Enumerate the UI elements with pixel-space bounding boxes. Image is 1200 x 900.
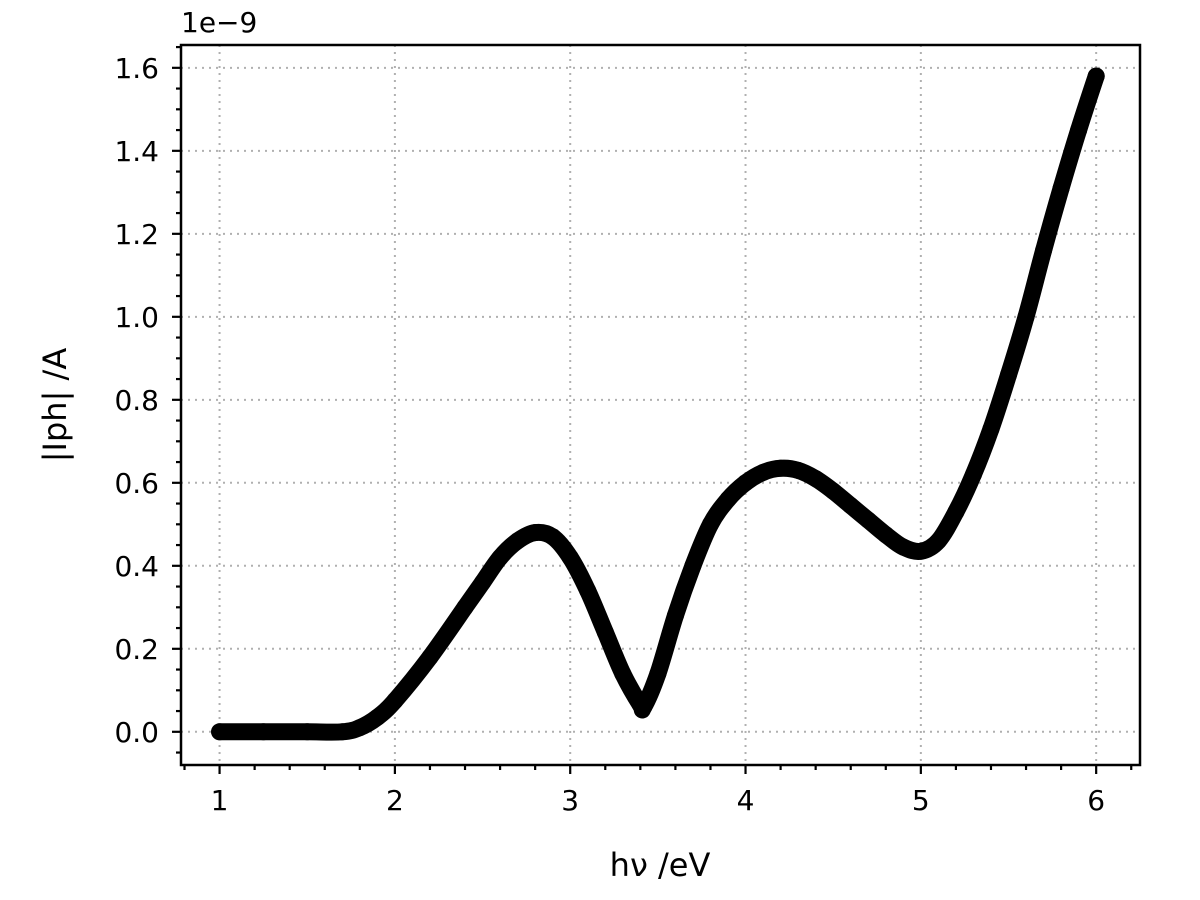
data-point-0-28 <box>789 461 807 479</box>
y-tick-label-8: 1.6 <box>114 52 159 85</box>
y-tick-label-7: 1.4 <box>114 135 159 168</box>
y-tick-label-2: 0.4 <box>114 550 159 583</box>
data-point-0-30 <box>824 482 842 500</box>
data-point-0-29 <box>807 470 825 488</box>
data-point-0-16 <box>596 623 614 641</box>
x-tick-label-3: 4 <box>737 784 755 817</box>
series-line-0 <box>211 67 1105 741</box>
data-point-0-0 <box>211 723 229 741</box>
data-point-0-42 <box>1035 241 1053 259</box>
data-point-0-36 <box>929 532 947 550</box>
data-point-0-8 <box>456 598 474 616</box>
data-point-0-19 <box>635 698 653 716</box>
data-point-0-22 <box>684 557 702 575</box>
data-point-0-38 <box>964 466 982 484</box>
data-point-0-12 <box>526 524 544 542</box>
data-point-0-24 <box>719 490 737 508</box>
y-tick-label-0: 0.0 <box>114 716 159 749</box>
data-point-0-21 <box>666 607 684 625</box>
ticks: 1 2 3 4 5 6 0.0 0.2 0.4 0.6 0.8 1.0 1.2 1.4 1.6 <box>114 45 1133 817</box>
y-tick-label-6: 1.2 <box>114 218 159 251</box>
data-point-0-1 <box>254 723 272 741</box>
data-point-0-15 <box>579 582 597 600</box>
x-tick-label-4: 5 <box>912 784 930 817</box>
grid <box>181 45 1140 765</box>
y-offset-text: 1e−9 <box>181 6 257 39</box>
data-point-0-33 <box>877 526 895 544</box>
y-tick-label-3: 0.6 <box>114 467 159 500</box>
data-point-0-41 <box>1017 308 1035 326</box>
data-point-0-14 <box>561 549 579 567</box>
data-point-0-34 <box>894 538 912 556</box>
data-point-0-45 <box>1087 67 1105 85</box>
data-point-0-37 <box>947 503 965 521</box>
data-series <box>211 67 1105 741</box>
data-point-0-3 <box>333 723 351 741</box>
y-axis-label: |Iph| /A <box>36 348 74 463</box>
data-point-0-7 <box>421 648 439 666</box>
data-point-0-44 <box>1070 121 1088 139</box>
data-point-0-26 <box>754 463 772 481</box>
data-point-0-2 <box>298 723 316 741</box>
x-tick-label-1: 2 <box>386 784 404 817</box>
x-axis-label: hν /eV <box>610 846 711 884</box>
x-tick-label-2: 3 <box>561 784 579 817</box>
data-point-0-11 <box>509 532 527 550</box>
data-point-0-31 <box>842 497 860 515</box>
plot-frame <box>179 43 1142 767</box>
data-point-0-27 <box>772 459 790 477</box>
data-point-0-25 <box>737 474 755 492</box>
x-tick-label-0: 1 <box>211 784 229 817</box>
data-point-0-5 <box>368 708 386 726</box>
data-point-0-23 <box>701 515 719 533</box>
data-point-0-10 <box>491 549 509 567</box>
y-tick-label-5: 1.0 <box>114 301 159 334</box>
y-tick-label-4: 0.8 <box>114 384 159 417</box>
x-tick-label-5: 6 <box>1087 784 1105 817</box>
data-point-0-43 <box>1052 179 1070 197</box>
data-point-0-17 <box>614 665 632 683</box>
data-point-0-4 <box>351 719 369 737</box>
data-point-0-35 <box>912 542 930 560</box>
y-tick-label-1: 0.2 <box>114 633 159 666</box>
data-point-0-32 <box>859 511 877 529</box>
data-point-0-20 <box>649 665 667 683</box>
data-point-0-40 <box>1000 366 1018 384</box>
data-point-0-9 <box>474 573 492 591</box>
data-point-0-39 <box>982 420 1000 438</box>
data-point-0-6 <box>386 692 404 710</box>
data-point-0-13 <box>544 528 562 546</box>
